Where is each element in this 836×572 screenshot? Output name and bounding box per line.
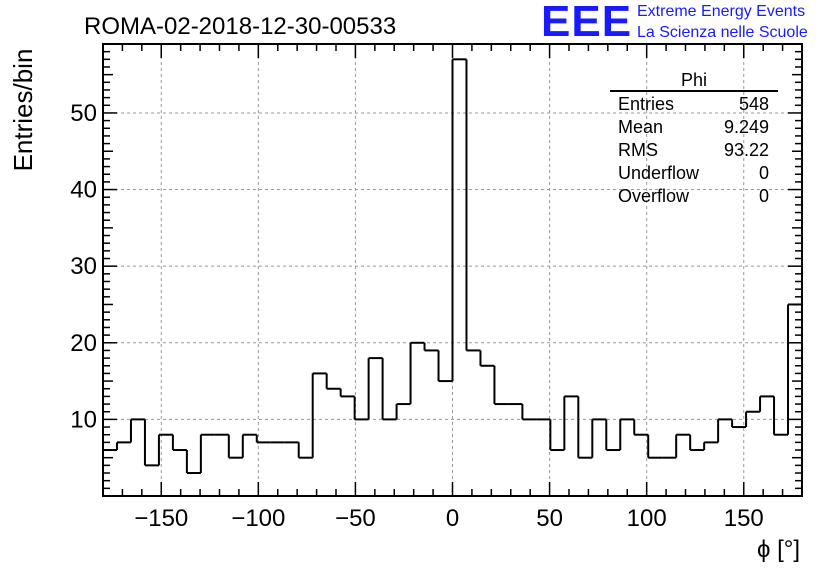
y-tick-label: 50 bbox=[70, 100, 97, 127]
eee-logo: EEE bbox=[541, 0, 633, 46]
stats-value: 93.22 bbox=[724, 140, 769, 160]
y-tick-label: 40 bbox=[70, 177, 97, 204]
x-tick-label: −100 bbox=[231, 505, 285, 532]
stats-label: Overflow bbox=[618, 186, 690, 206]
run-title: ROMA-02-2018-12-30-00533 bbox=[84, 13, 396, 40]
y-tick-label: 30 bbox=[70, 253, 97, 280]
eee-logo-line2: La Scienza nelle Scuole bbox=[637, 24, 808, 41]
stats-label: Mean bbox=[618, 117, 663, 137]
stats-value: 9.249 bbox=[724, 117, 769, 137]
x-tick-label: −50 bbox=[335, 505, 376, 532]
x-tick-label: −150 bbox=[134, 505, 188, 532]
stats-label: RMS bbox=[618, 140, 658, 160]
stats-value: 0 bbox=[759, 163, 769, 183]
x-tick-label: 100 bbox=[627, 505, 667, 532]
x-axis-label: ϕ [°] bbox=[757, 536, 800, 563]
stats-rows: Entries 548 Mean 9.249 RMS 93.22 Underflow 0 Ove… bbox=[618, 94, 769, 206]
stats-value: 548 bbox=[739, 94, 769, 114]
y-tick-label: 10 bbox=[70, 406, 97, 433]
histogram-series bbox=[103, 58, 802, 475]
eee-logo-line1: Extreme Energy Events bbox=[637, 3, 806, 20]
y-tick-label: 20 bbox=[70, 330, 97, 357]
x-tick-label: 150 bbox=[724, 505, 764, 532]
x-tick-label: 50 bbox=[536, 505, 563, 532]
x-tick-label: 0 bbox=[446, 505, 459, 532]
stats-label: Entries bbox=[618, 94, 674, 114]
y-axis-label: Entries/bin bbox=[8, 49, 38, 172]
stats-title: Phi bbox=[681, 70, 707, 90]
stats-box: Phi Entries 548 Mean 9.249 RMS 93.22 Underflow… bbox=[610, 70, 778, 206]
tick-labels: −150 −100 −50 0 50 100 150 10 20 30 40 50 bbox=[70, 100, 763, 532]
axis-ticks bbox=[102, 43, 803, 496]
stats-label: Underflow bbox=[618, 163, 700, 183]
stats-value: 0 bbox=[759, 186, 769, 206]
